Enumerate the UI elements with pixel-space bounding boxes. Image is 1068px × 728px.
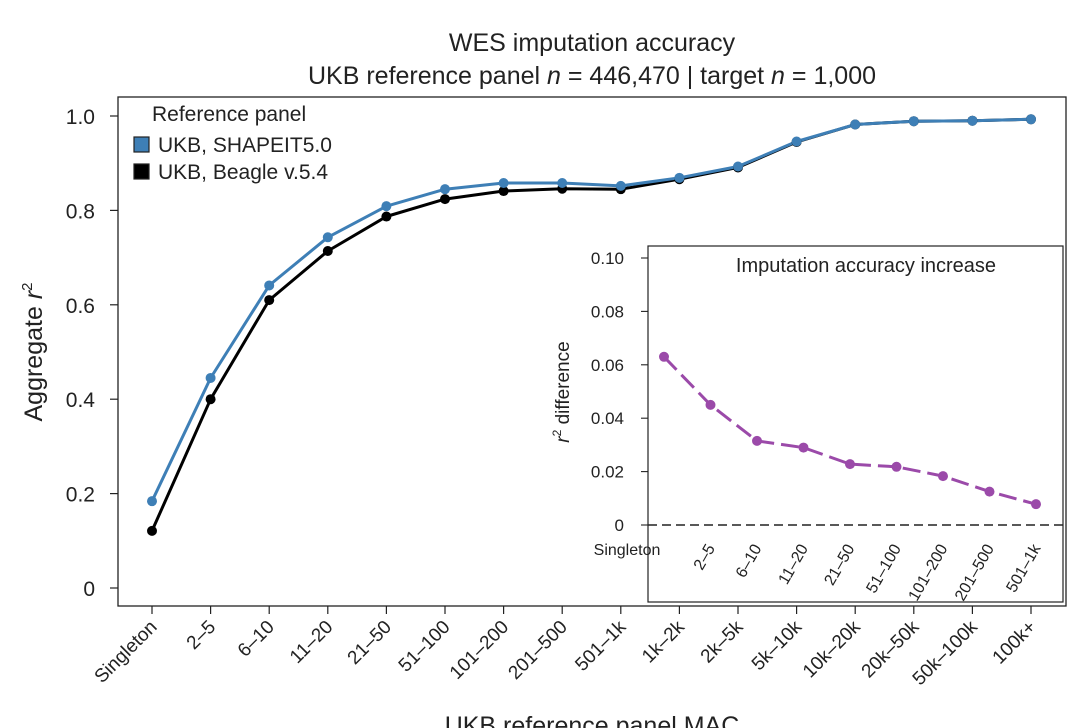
- legend-title: Reference panel: [152, 103, 306, 126]
- subtitle-part: = 1,000: [785, 62, 876, 90]
- data-point-beagle: [498, 186, 509, 197]
- subtitle-n-symbol: n: [547, 62, 561, 90]
- data-point-shapeit: [1026, 114, 1036, 125]
- main-x-tick-label: 201–500: [505, 617, 572, 684]
- data-point-shapeit: [205, 372, 216, 383]
- inset-data-point: [752, 435, 762, 446]
- legend: Reference panel UKB, SHAPEIT5.0 UKB, Bea…: [133, 103, 332, 184]
- main-x-tick-label: 100k+: [989, 617, 1041, 669]
- inset-y-tick-label: 0.10: [591, 249, 624, 268]
- data-point-shapeit: [322, 232, 333, 243]
- data-point-shapeit: [791, 136, 802, 147]
- legend-swatch-shapeit: [133, 136, 150, 153]
- inset-ylabel-r-symbol: r: [553, 436, 574, 443]
- data-point-shapeit: [850, 119, 861, 130]
- inset-ylabel-part: difference: [553, 341, 574, 429]
- series-line-shapeit: [150, 117, 1032, 502]
- data-point-beagle: [264, 295, 275, 306]
- chart-title: WES imputation accuracy: [449, 29, 736, 57]
- data-point-shapeit: [615, 180, 626, 191]
- main-x-tick-label: 1k–2k: [638, 616, 689, 667]
- legend-swatch-beagle: [133, 163, 150, 180]
- data-point-shapeit: [264, 280, 275, 291]
- data-point-shapeit: [498, 178, 509, 189]
- main-x-tick-label: 2k–5k: [697, 616, 748, 667]
- main-x-tick-label: 501–1k: [571, 616, 630, 675]
- inset-series-layer: [659, 351, 1041, 510]
- main-x-tick-label: 101–200: [446, 617, 513, 684]
- subtitle-part: = 446,470 | target: [561, 62, 771, 90]
- legend-label-shapeit: UKB, SHAPEIT5.0: [158, 134, 332, 157]
- data-point-shapeit: [967, 115, 978, 126]
- main-y-axis-label: Aggregate r2: [19, 283, 48, 422]
- main-x-tick-label: 21–50: [344, 617, 396, 669]
- data-point-shapeit: [733, 161, 743, 172]
- inset-data-point: [705, 399, 716, 410]
- main-x-tick-label: 50k–100k: [909, 616, 982, 689]
- inset-ylabel-superscript: 2: [550, 429, 564, 436]
- inset-y-axis-ticks: 0 0.02 0.04 0.06 0.08 0.10: [591, 249, 648, 535]
- inset-y-tick-label: 0.04: [591, 409, 624, 428]
- main-y-tick-label: 0.6: [66, 295, 95, 318]
- inset-title: Imputation accuracy increase: [736, 255, 996, 277]
- main-x-tick-label: 10k–20k: [799, 616, 865, 682]
- data-point-shapeit: [908, 116, 919, 127]
- main-y-tick-label: 0.2: [66, 484, 95, 507]
- subtitle-n-symbol: n: [771, 62, 785, 90]
- subtitle-part: UKB reference panel: [308, 62, 547, 90]
- data-point-beagle: [381, 211, 392, 222]
- ylabel-r-symbol: r: [20, 289, 48, 299]
- main-plot-frame: [117, 96, 1067, 607]
- main-x-tick-label: 6–10: [234, 617, 279, 662]
- inset-data-point: [938, 471, 948, 482]
- inset-data-point: [891, 461, 902, 472]
- main-y-tick-label: 0.8: [66, 200, 95, 223]
- inset-plot-frame: [647, 245, 1064, 603]
- main-x-tick-label: 2–5: [183, 617, 220, 654]
- inset-x-tick-label: Singleton: [594, 542, 661, 559]
- main-y-tick-label: 0.4: [66, 389, 96, 412]
- main-x-axis-ticks: Singleton 2–5 6–10 11–20 21–5051–100101–2002…: [91, 606, 1041, 690]
- data-point-shapeit: [440, 184, 450, 195]
- inset-y-tick-label: 0.02: [591, 463, 624, 482]
- main-y-tick-label: 0: [83, 578, 95, 601]
- ylabel-part: Aggregate: [20, 299, 48, 421]
- inset-y-tick-label: 0.08: [591, 302, 624, 321]
- data-point-beagle: [205, 394, 216, 405]
- inset-data-point: [798, 442, 809, 453]
- inset-y-axis-label: r2 difference: [550, 341, 574, 442]
- main-x-axis-label: UKB reference panel MAC: [445, 712, 740, 728]
- inset-data-point: [659, 351, 669, 362]
- data-point-beagle: [147, 525, 157, 536]
- data-point-shapeit: [674, 172, 685, 183]
- ylabel-superscript: 2: [19, 283, 36, 291]
- main-x-tick-label: Singleton: [91, 617, 162, 688]
- inset-difference-line: [662, 355, 1037, 506]
- data-point-shapeit: [147, 496, 157, 507]
- data-point-beagle: [440, 194, 450, 205]
- inset-data-point: [984, 486, 995, 497]
- main-series-layer: [147, 114, 1036, 536]
- main-x-tick-label: 51–100: [395, 617, 455, 677]
- inset-y-tick-label: 0.06: [591, 356, 624, 375]
- main-y-tick-label: 1.0: [66, 106, 95, 129]
- inset-data-point: [845, 459, 855, 470]
- main-y-axis-ticks: 0 0.2 0.4 0.6 0.8 1.0: [66, 106, 118, 601]
- main-x-tick-label: 5k–10k: [748, 616, 807, 675]
- chart-subtitle: UKB reference panel n = 446,470 | target…: [308, 62, 876, 90]
- main-x-tick-label: 11–20: [286, 617, 337, 668]
- legend-label-beagle: UKB, Beagle v.5.4: [158, 161, 328, 184]
- data-point-shapeit: [557, 178, 568, 189]
- inset-y-tick-label: 0: [615, 516, 624, 535]
- inset-data-point: [1031, 499, 1041, 510]
- data-point-shapeit: [381, 201, 392, 212]
- data-point-beagle: [322, 245, 333, 256]
